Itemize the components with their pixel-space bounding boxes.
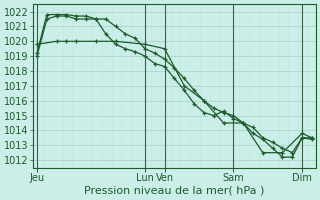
X-axis label: Pression niveau de la mer( hPa ): Pression niveau de la mer( hPa ) bbox=[84, 186, 265, 196]
